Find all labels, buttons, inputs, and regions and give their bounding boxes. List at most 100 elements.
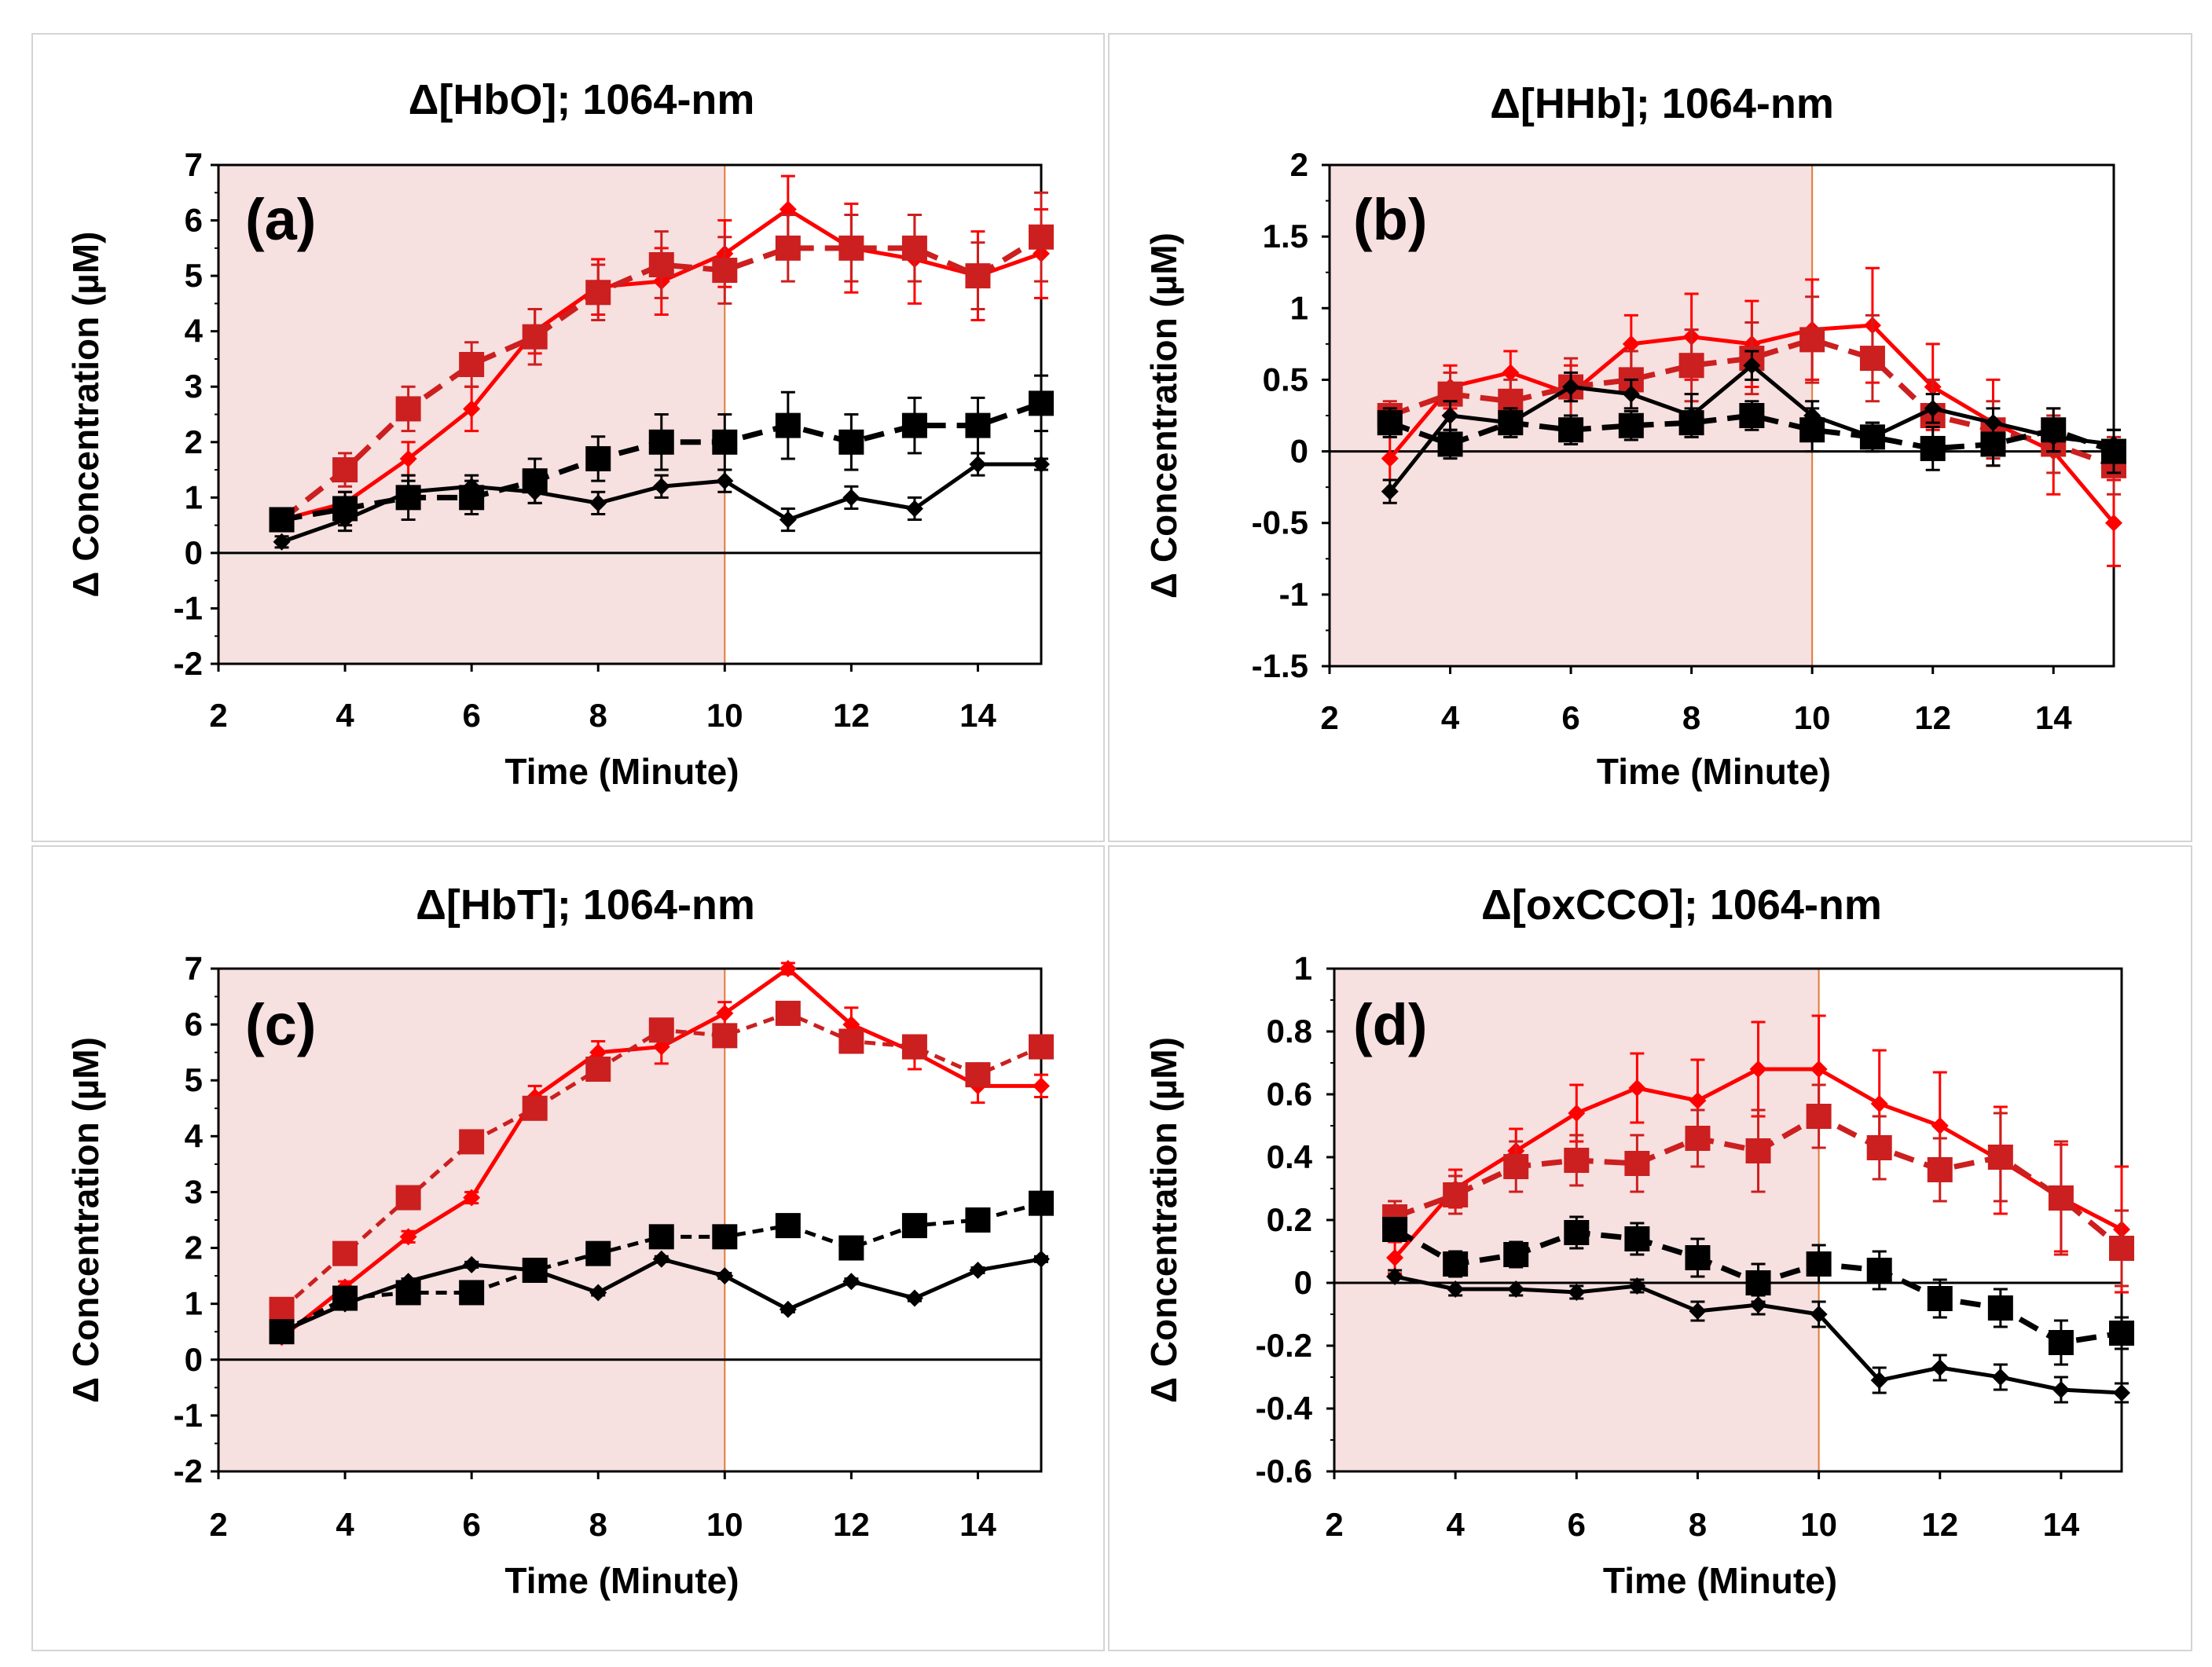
y-tick-label: 6 <box>185 1006 203 1042</box>
data-point-square <box>1685 1245 1711 1270</box>
data-point-square <box>648 1224 674 1250</box>
data-point-diamond <box>716 1267 734 1285</box>
data-point-diamond <box>589 1284 607 1302</box>
data-point-diamond <box>1622 385 1640 403</box>
data-point-diamond <box>969 1262 987 1279</box>
data-point-square <box>1564 1148 1590 1173</box>
x-tick-label: 2 <box>1320 699 1338 736</box>
y-tick-label: 1 <box>1294 950 1312 987</box>
data-point-diamond <box>1810 1061 1828 1078</box>
y-tick-label: -2 <box>174 1453 203 1489</box>
x-tick-label: 10 <box>706 697 743 734</box>
data-point-square <box>269 1296 295 1322</box>
y-axis-label: Δ Concentration (µM) <box>65 232 106 598</box>
data-point-square <box>901 412 927 438</box>
data-point-diamond <box>2052 1381 2070 1398</box>
chart-title: Δ[HHb]; 1064-nm <box>1490 80 1834 127</box>
y-tick-label: 2 <box>185 1229 203 1266</box>
series-black-square-dashed <box>1377 400 2126 474</box>
y-tick-label: 0 <box>1290 433 1308 470</box>
data-point-diamond <box>842 1273 860 1291</box>
data-point-diamond <box>1749 1061 1767 1078</box>
x-tick-label: 8 <box>1682 699 1700 736</box>
data-point-square <box>648 252 674 277</box>
data-point-square <box>1806 1104 1832 1129</box>
data-point-diamond <box>1931 1117 1949 1134</box>
chart-title: Δ[HbT]; 1064-nm <box>416 881 755 929</box>
data-point-diamond <box>716 472 734 490</box>
data-point-diamond <box>905 1289 923 1307</box>
data-point-square <box>712 1224 738 1250</box>
data-point-square <box>1503 1154 1529 1179</box>
data-point-diamond <box>652 478 670 496</box>
x-tick-label: 2 <box>209 697 227 734</box>
data-point-diamond <box>1033 1077 1050 1095</box>
y-tick-label: 3 <box>185 1173 203 1210</box>
data-point-diamond <box>842 489 860 507</box>
data-point-diamond <box>1447 1280 1465 1298</box>
x-tick-label: 8 <box>589 1506 607 1543</box>
y-tick-label: -0.5 <box>1252 504 1308 541</box>
x-tick-label: 10 <box>706 1506 743 1543</box>
data-point-square <box>901 1034 927 1060</box>
y-tick-label: -1 <box>1279 576 1308 613</box>
y-axis-label: Δ Concentration (µM) <box>1143 233 1184 599</box>
x-tick-label: 6 <box>462 1506 480 1543</box>
y-tick-label: 1 <box>1290 289 1308 326</box>
data-point-square <box>1678 410 1704 436</box>
data-point-square <box>838 1235 864 1261</box>
data-point-square <box>522 1095 548 1121</box>
data-point-square <box>585 445 611 471</box>
data-point-square <box>648 429 674 455</box>
data-point-square <box>1987 1145 2013 1170</box>
x-tick-label: 8 <box>1689 1506 1707 1543</box>
panel-label: (c) <box>245 992 316 1057</box>
y-tick-label: 0.6 <box>1267 1075 1312 1112</box>
data-point-square <box>1866 1135 1892 1160</box>
data-point-square <box>332 1285 358 1311</box>
data-point-diamond <box>1386 1249 1404 1266</box>
data-point-diamond <box>273 533 291 551</box>
x-tick-label: 4 <box>336 697 354 734</box>
data-point-square <box>1503 1242 1529 1267</box>
y-axis-label: Δ Concentration (µM) <box>1143 1037 1184 1403</box>
data-point-square <box>775 412 801 438</box>
data-point-diamond <box>1689 1092 1707 1109</box>
data-point-square <box>1739 403 1765 428</box>
y-tick-label: 0.5 <box>1263 361 1308 398</box>
data-point-square <box>1987 1295 2013 1321</box>
series-black-square-dashed <box>269 374 1054 533</box>
data-point-square <box>269 507 295 533</box>
data-point-diamond <box>1568 1284 1586 1301</box>
y-tick-label: -0.2 <box>1256 1327 1312 1364</box>
x-tick-label: 14 <box>2043 1506 2080 1543</box>
y-tick-label: 4 <box>185 1117 204 1154</box>
x-tick-label: 12 <box>833 697 870 734</box>
data-point-diamond <box>1689 1302 1707 1320</box>
x-tick-label: 4 <box>1441 699 1460 736</box>
data-point-diamond <box>1743 357 1761 375</box>
stimulation-shade <box>218 969 725 1471</box>
x-tick-label: 8 <box>589 697 607 734</box>
data-point-diamond <box>463 400 481 418</box>
data-point-square <box>965 1207 991 1233</box>
data-point-diamond <box>779 200 797 218</box>
data-point-diamond <box>905 500 923 518</box>
data-point-square <box>395 396 421 422</box>
data-point-square <box>1029 1190 1054 1216</box>
x-tick-label: 12 <box>1914 699 1951 736</box>
x-tick-label: 6 <box>1568 1506 1586 1543</box>
y-tick-label: -1.5 <box>1252 647 1308 684</box>
y-tick-label: -1 <box>174 589 203 626</box>
x-tick-label: 14 <box>959 1506 996 1543</box>
x-tick-label: 4 <box>336 1506 354 1543</box>
data-point-diamond <box>1870 1095 1888 1112</box>
panel-label: (b) <box>1353 187 1428 252</box>
data-point-square <box>1498 410 1524 436</box>
data-point-square <box>395 485 421 511</box>
data-point-square <box>965 1062 991 1088</box>
data-point-diamond <box>1924 399 1942 417</box>
x-tick-label: 6 <box>1561 699 1579 736</box>
